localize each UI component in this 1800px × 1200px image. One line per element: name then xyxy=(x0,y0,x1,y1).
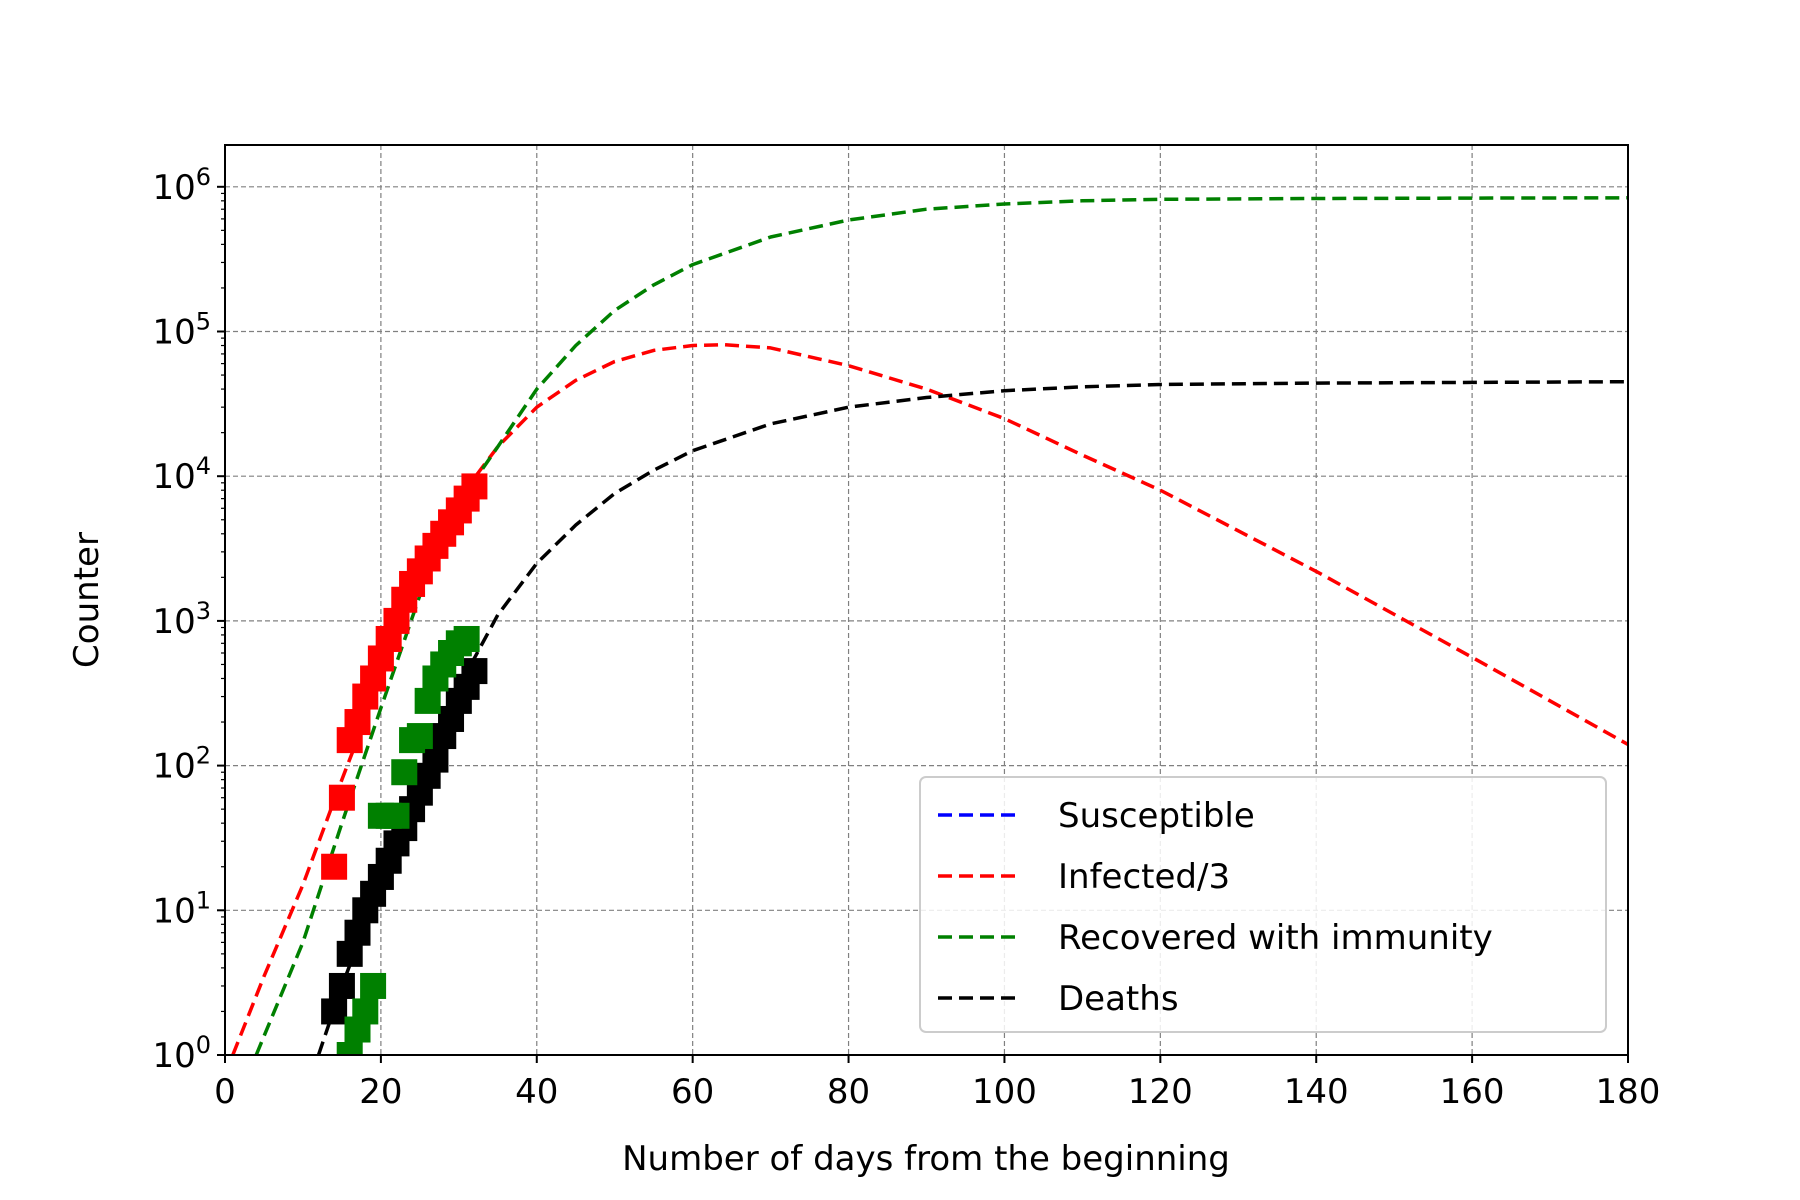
data-point-recovered-with-immunity xyxy=(391,759,418,786)
x-tick-label: 120 xyxy=(1128,1072,1193,1112)
data-point-recovered-with-immunity xyxy=(352,998,379,1025)
data-point-infected-3 xyxy=(328,784,355,811)
data-point-deaths xyxy=(461,658,488,685)
legend-label: Deaths xyxy=(1058,979,1179,1019)
x-tick-label: 100 xyxy=(972,1072,1037,1112)
x-tick-label: 160 xyxy=(1440,1072,1505,1112)
y-axis-label: Counter xyxy=(67,532,107,668)
y-tick-label: 103 xyxy=(152,597,211,642)
x-tick-label: 140 xyxy=(1284,1072,1349,1112)
x-tick-label: 180 xyxy=(1596,1072,1661,1112)
grid xyxy=(225,145,1628,1055)
y-tick-label: 100 xyxy=(152,1031,211,1076)
data-point-recovered-with-immunity xyxy=(360,972,387,999)
data-point-deaths xyxy=(328,972,355,999)
y-tick-label: 101 xyxy=(152,886,211,931)
axis-ticks: 0 20 40 60 80 100 120 140 160 180 100 101 102 103 104 1… xyxy=(152,163,1660,1112)
x-tick-label: 20 xyxy=(359,1072,402,1112)
series-markers xyxy=(321,473,488,1055)
data-point-infected-3 xyxy=(344,709,371,736)
data-point-infected-3 xyxy=(461,473,488,500)
series-line-recovered-with-immunity xyxy=(254,196,1628,1055)
legend-box xyxy=(919,776,1607,1033)
legend-label: Recovered with immunity xyxy=(1058,918,1493,958)
data-point-recovered-with-immunity xyxy=(336,1042,363,1055)
data-point-deaths xyxy=(321,998,348,1025)
data-point-deaths xyxy=(422,746,449,773)
series-line-deaths xyxy=(316,379,1628,1055)
x-axis-label: Number of days from the beginning xyxy=(622,1139,1230,1179)
y-tick-label: 104 xyxy=(152,452,211,497)
data-point-recovered-with-immunity xyxy=(453,625,480,652)
data-point-recovered-with-immunity xyxy=(383,802,410,829)
legend-label: Infected/3 xyxy=(1058,857,1230,897)
x-tick-label: 60 xyxy=(671,1072,714,1112)
legend: Susceptible Infected/3 Recovered with immu… xyxy=(919,776,1607,1033)
plot-frame xyxy=(224,144,1629,1056)
legend-label: Susceptible xyxy=(1058,796,1255,836)
x-tick-label: 0 xyxy=(214,1072,236,1112)
y-tick-label: 102 xyxy=(152,742,211,787)
x-tick-label: 80 xyxy=(827,1072,870,1112)
data-point-deaths xyxy=(344,919,371,946)
data-point-recovered-with-immunity xyxy=(414,687,441,714)
y-tick-label: 105 xyxy=(152,308,211,353)
data-point-infected-3 xyxy=(321,853,348,880)
y-tick-label: 106 xyxy=(152,163,211,208)
x-tick-label: 40 xyxy=(515,1072,558,1112)
data-point-recovered-with-immunity xyxy=(406,723,433,750)
